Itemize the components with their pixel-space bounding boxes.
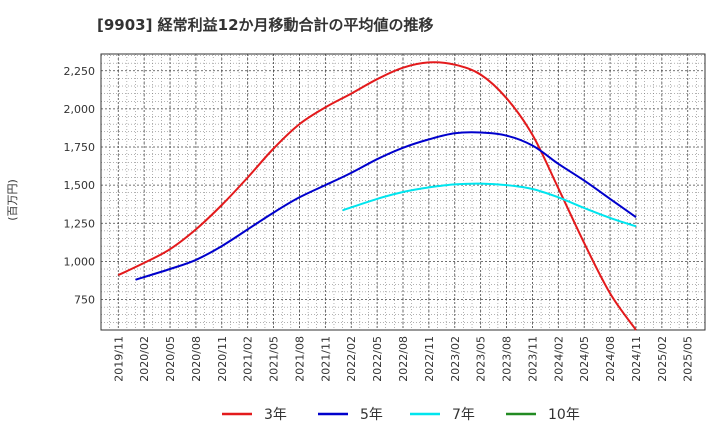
chart-title: [9903] 経常利益12か月移動合計の平均値の推移	[97, 16, 434, 34]
x-tick-label: 2022/08	[397, 336, 410, 382]
x-tick-label: 2021/05	[268, 336, 281, 382]
y-tick-label: 2,000	[64, 103, 96, 116]
x-tick-label: 2020/02	[138, 336, 151, 382]
x-tick-label: 2025/05	[682, 336, 695, 382]
x-tick-label: 2024/11	[630, 336, 643, 382]
x-tick-label: 2023/08	[501, 336, 514, 382]
x-tick-label: 2022/11	[423, 336, 436, 382]
x-tick-label: 2021/11	[319, 336, 332, 382]
x-tick-label: 2019/11	[112, 336, 125, 382]
x-tick-label: 2023/11	[526, 336, 539, 382]
legend-label: 3年	[264, 407, 287, 423]
y-axis-ticks: 750 1,000 1,250 1,500 1,750 2,000 2,250	[64, 65, 96, 307]
x-tick-label: 2022/02	[345, 336, 358, 382]
legend-label: 7年	[452, 407, 475, 423]
x-tick-label: 2020/05	[164, 336, 177, 382]
x-axis-ticks: 2019/11 2020/02 2020/05 2020/08 2020/11 2021/…	[112, 336, 694, 382]
x-tick-label: 2021/08	[293, 336, 306, 382]
legend-label: 5年	[360, 407, 383, 423]
x-tick-label: 2020/08	[190, 336, 203, 382]
plot-frame	[100, 53, 706, 331]
legend-label: 10年	[548, 407, 580, 423]
series-line-2	[342, 182, 637, 228]
y-axis-label: (百万円)	[6, 179, 19, 221]
y-tick-label: 1,500	[64, 179, 96, 192]
x-tick-label: 2024/05	[578, 336, 591, 382]
x-tick-label: 2023/05	[475, 336, 488, 382]
x-tick-label: 2024/08	[604, 336, 617, 382]
x-tick-label: 2023/02	[449, 336, 462, 382]
y-tick-label: 1,250	[64, 217, 96, 230]
series-line-0	[117, 61, 637, 331]
y-tick-label: 2,250	[64, 65, 96, 78]
x-tick-label: 2021/02	[242, 336, 255, 382]
x-tick-label: 2020/11	[216, 336, 229, 382]
legend: 3年 5年 7年 10年	[222, 407, 580, 423]
series-line-1	[135, 131, 637, 281]
x-tick-label: 2022/05	[371, 336, 384, 382]
x-tick-label: 2024/02	[552, 336, 565, 382]
y-tick-label: 1,750	[64, 141, 96, 154]
y-tick-label: 750	[74, 294, 95, 307]
series-layer	[117, 61, 637, 331]
y-tick-label: 1,000	[64, 255, 96, 268]
x-tick-label: 2025/02	[656, 336, 669, 382]
